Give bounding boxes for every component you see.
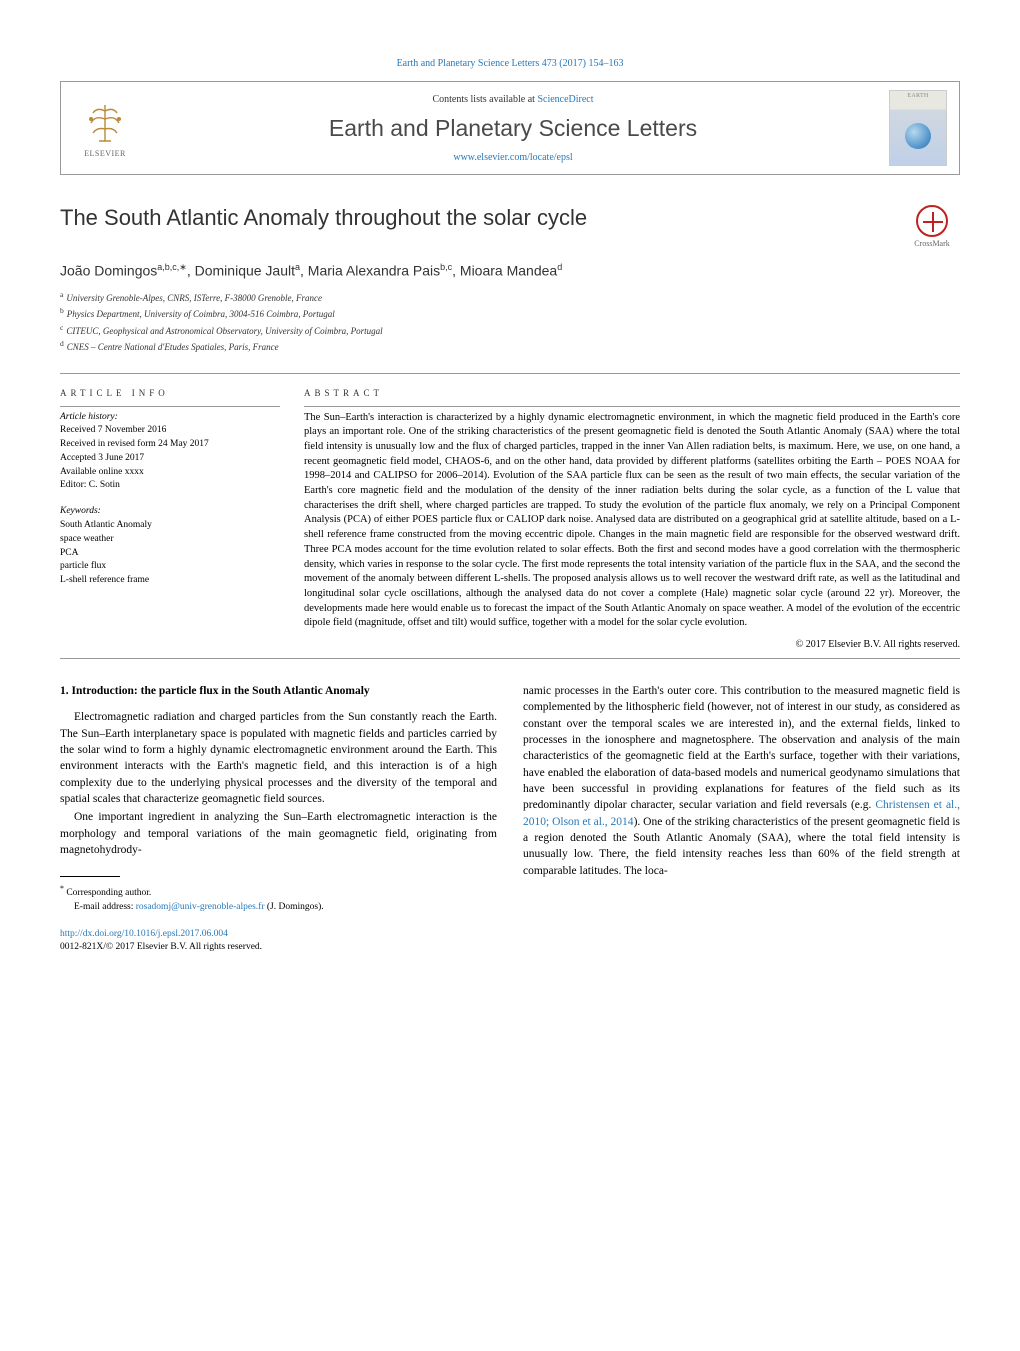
journal-cover-label: EARTH — [890, 93, 946, 99]
body-left-column: 1. Introduction: the particle flux in th… — [60, 683, 497, 955]
affiliation-b: bPhysics Department, University of Coimb… — [60, 305, 960, 322]
contents-prefix: Contents lists available at — [432, 94, 537, 105]
abstract-copyright: © 2017 Elsevier B.V. All rights reserved… — [304, 639, 960, 650]
elsevier-tree-icon — [81, 99, 129, 147]
sciencedirect-link[interactable]: ScienceDirect — [537, 94, 593, 105]
article-history: Article history: Received 7 November 201… — [60, 411, 280, 494]
contents-available-line: Contents lists available at ScienceDirec… — [137, 94, 889, 105]
globe-icon — [905, 123, 931, 149]
corresponding-author-note: * Corresponding author. — [60, 883, 497, 900]
journal-name: Earth and Planetary Science Letters — [137, 115, 889, 142]
keywords-block: Keywords: South Atlantic Anomaly space w… — [60, 505, 280, 588]
author-3: , Maria Alexandra Pais — [300, 263, 440, 279]
author-1: João Domingos — [60, 263, 157, 279]
email-line: E-mail address: rosadomj@univ-grenoble-a… — [60, 901, 497, 914]
footnotes: * Corresponding author. E-mail address: … — [60, 883, 497, 914]
history-revised: Received in revised form 24 May 2017 — [60, 438, 280, 452]
author-4: , Mioara Mandea — [452, 263, 557, 279]
author-list: João Domingosa,b,c,∗, Dominique Jaulta, … — [60, 262, 960, 279]
crossmark-icon — [916, 205, 948, 237]
email-label: E-mail address: — [74, 902, 133, 912]
keyword: space weather — [60, 533, 280, 547]
affiliation-d: dCNES – Centre National d'Etudes Spatial… — [60, 338, 960, 355]
corresponding-email-link[interactable]: rosadomj@univ-grenoble-alpes.fr — [136, 902, 265, 912]
affiliation-list: aUniversity Grenoble-Alpes, CNRS, ISTerr… — [60, 289, 960, 355]
affiliation-a: aUniversity Grenoble-Alpes, CNRS, ISTerr… — [60, 289, 960, 306]
section-1-heading: 1. Introduction: the particle flux in th… — [60, 683, 497, 699]
crossmark-label: CrossMark — [904, 239, 960, 248]
history-editor: Editor: C. Sotin — [60, 479, 280, 493]
keyword: particle flux — [60, 560, 280, 574]
body-right-column: namic processes in the Earth's outer cor… — [523, 683, 960, 955]
body-paragraph: Electromagnetic radiation and charged pa… — [60, 709, 497, 807]
elsevier-label: ELSEVIER — [84, 149, 126, 158]
abstract-text: The Sun–Earth's interaction is character… — [304, 411, 960, 631]
article-title: The South Atlantic Anomaly throughout th… — [60, 205, 587, 231]
author-2: , Dominique Jault — [187, 263, 295, 279]
divider — [60, 658, 960, 659]
journal-cover-thumbnail: EARTH — [889, 90, 947, 166]
author-4-affil: d — [557, 262, 562, 272]
history-label: Article history: — [60, 411, 280, 425]
journal-header: ELSEVIER Contents lists available at Sci… — [60, 81, 960, 175]
history-received: Received 7 November 2016 — [60, 424, 280, 438]
issn-copyright: 0012-821X/© 2017 Elsevier B.V. All right… — [60, 942, 262, 952]
author-1-affil: a,b,c,∗ — [157, 262, 187, 272]
divider — [304, 406, 960, 407]
divider — [60, 406, 280, 407]
body-two-column: 1. Introduction: the particle flux in th… — [60, 683, 960, 955]
doi-link[interactable]: http://dx.doi.org/10.1016/j.epsl.2017.06… — [60, 929, 228, 939]
keywords-label: Keywords: — [60, 505, 280, 519]
doi-block: http://dx.doi.org/10.1016/j.epsl.2017.06… — [60, 928, 497, 955]
history-accepted: Accepted 3 June 2017 — [60, 452, 280, 466]
journal-homepage-link[interactable]: www.elsevier.com/locate/epsl — [137, 152, 889, 163]
crossmark-badge[interactable]: CrossMark — [904, 205, 960, 248]
keyword: L-shell reference frame — [60, 574, 280, 588]
divider — [60, 373, 960, 374]
keyword: South Atlantic Anomaly — [60, 519, 280, 533]
body-paragraph: namic processes in the Earth's outer cor… — [523, 683, 960, 879]
footnote-separator — [60, 876, 120, 877]
top-citation: Earth and Planetary Science Letters 473 … — [60, 50, 960, 81]
affiliation-c: cCITEUC, Geophysical and Astronomical Ob… — [60, 322, 960, 339]
keyword: PCA — [60, 547, 280, 561]
elsevier-logo: ELSEVIER — [73, 92, 137, 164]
article-info-label: article info — [60, 388, 280, 398]
body-paragraph: One important ingredient in analyzing th… — [60, 809, 497, 858]
abstract-label: abstract — [304, 388, 960, 398]
history-online: Available online xxxx — [60, 466, 280, 480]
author-3-affil: b,c — [440, 262, 452, 272]
email-attribution: (J. Domingos). — [267, 902, 324, 912]
